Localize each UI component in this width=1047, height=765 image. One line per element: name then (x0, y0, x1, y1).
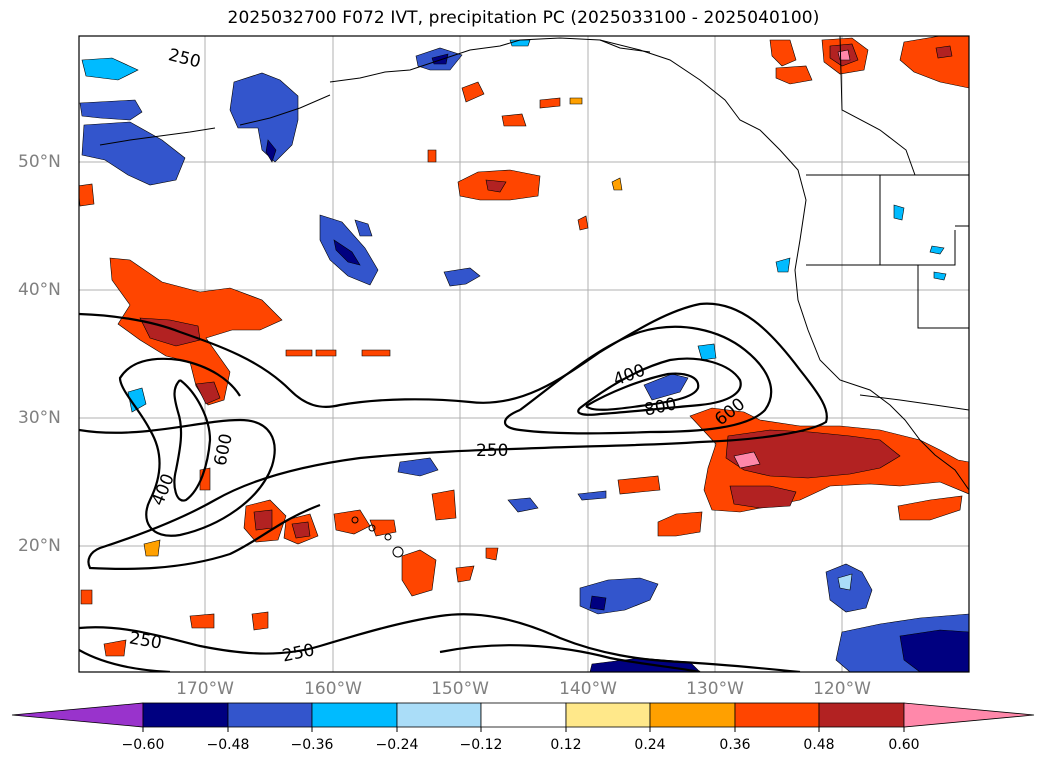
lat-label: 30°N (18, 408, 61, 428)
colorbar (11, 702, 1035, 732)
lon-label: 170°W (176, 679, 234, 699)
lon-label: 140°W (559, 679, 617, 699)
colorbar-segment (396, 702, 482, 728)
colorbar-tick-label: −0.24 (375, 737, 419, 753)
colorbar-segment (227, 702, 313, 728)
colorbar-tick-label: 0.24 (634, 737, 666, 753)
colorbar-segment (649, 702, 736, 728)
coastlines (99, 36, 969, 491)
colorbar-tick-label: −0.12 (459, 737, 503, 753)
map-title: 2025032700 F072 IVT, precipitation PC (2… (227, 8, 820, 28)
lat-label: 50°N (18, 152, 61, 172)
lon-label: 150°W (431, 679, 489, 699)
lat-label: 40°N (18, 280, 61, 300)
colorbar-segment (480, 702, 567, 728)
lat-label: 20°N (18, 536, 61, 556)
colorbar-tick-label: 0.12 (550, 737, 582, 753)
colorbar-tick-label: −0.60 (121, 737, 165, 753)
map-frame (78, 35, 970, 673)
colorbar-extend-max (903, 702, 1035, 728)
ivt-contours (79, 302, 828, 672)
lon-label: 120°W (813, 679, 871, 699)
colorbar-tick-label: −0.48 (206, 737, 250, 753)
colorbar-segment (142, 702, 229, 728)
contour-label: 250 (476, 441, 508, 461)
positive-anomaly-patches (79, 36, 969, 657)
colorbar-tick-label: −0.36 (290, 737, 334, 753)
colorbar-segment (311, 702, 398, 728)
colorbar-segment (734, 702, 820, 728)
colorbar-segment (565, 702, 651, 728)
colorbar-tick-label: 0.36 (719, 737, 751, 753)
colorbar-segment (818, 702, 905, 728)
hawaiian-islands (351, 516, 404, 558)
colorbar-tick-label: 0.48 (803, 737, 835, 753)
lon-label: 130°W (686, 679, 744, 699)
lon-label: 160°W (304, 679, 362, 699)
colorbar-extend-min (11, 702, 144, 728)
map-area (79, 36, 969, 672)
colorbar-tick-label: 0.60 (888, 737, 920, 753)
